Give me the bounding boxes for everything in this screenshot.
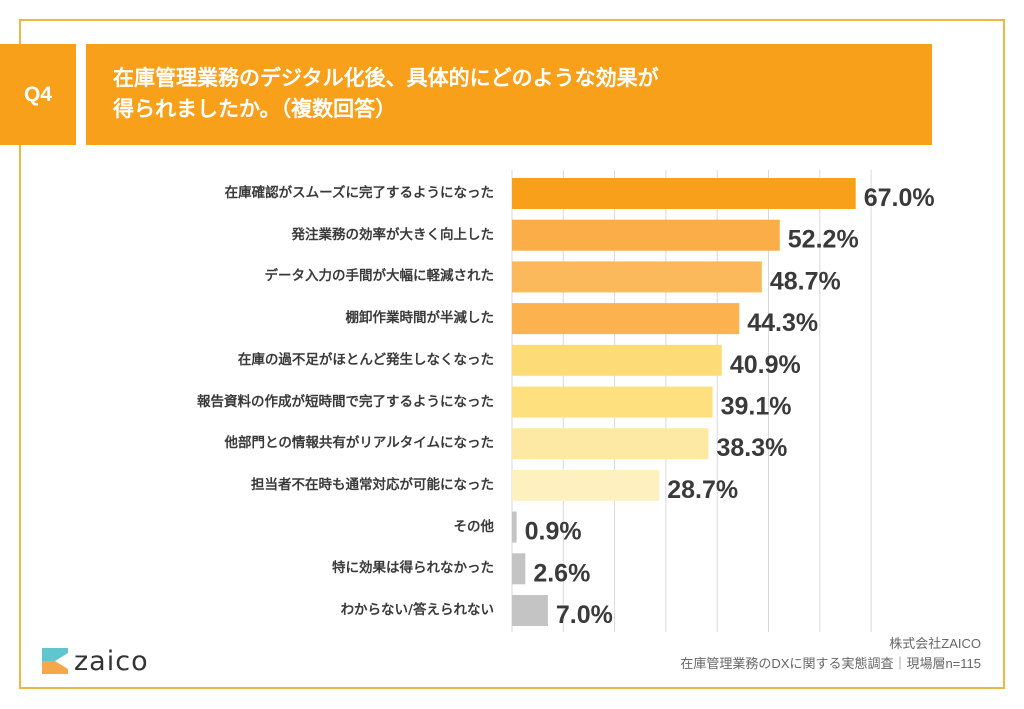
value-label: 40.9%	[730, 351, 801, 379]
value-label: 44.3%	[747, 309, 818, 337]
bar	[512, 344, 722, 376]
value-label: 2.6%	[533, 559, 590, 587]
zaico-logo-text: zaico	[74, 645, 149, 677]
bar	[512, 595, 548, 626]
value-label: 48.7%	[770, 267, 841, 295]
value-label: 0.9%	[525, 518, 582, 546]
category-label: 報告資料の作成が短時間で完了するようになった	[197, 393, 494, 410]
category-label: 担当者不在時も通常対応が可能になった	[251, 476, 494, 493]
category-label: わからない/答えられない	[340, 602, 494, 618]
bar	[512, 178, 856, 209]
zaico-logo: zaico	[42, 645, 149, 677]
category-label: 他部門との情報共有がリアルタイムになった	[224, 435, 494, 452]
bar	[512, 428, 709, 460]
question-title-line-1: 在庫管理業務のデジタル化後、具体的にどのような効果が	[113, 66, 659, 90]
bar	[512, 303, 740, 335]
category-label: その他	[453, 518, 495, 535]
bar	[512, 386, 713, 418]
bar	[512, 261, 762, 293]
category-label: 在庫の過不足がほとんど発生しなくなった	[237, 351, 494, 368]
value-labels: 67.0%52.2% 48.7% 44.3% 40.9% 39.1% 38.3% 28.7%…	[525, 184, 935, 629]
question-number: Q4	[23, 82, 52, 106]
zaico-logo-icon	[42, 648, 68, 674]
question-number-badge: Q4	[0, 44, 76, 145]
question-title-line-2: 得られましたか。（複数回答）	[113, 97, 397, 121]
bar	[512, 219, 780, 251]
value-label: 38.3%	[716, 434, 787, 462]
category-label: 棚卸作業時間が半減した	[345, 310, 495, 327]
question-title: 在庫管理業務のデジタル化後、具体的にどのような効果が 得られましたか。（複数回答…	[86, 44, 932, 145]
company-credit: 株式会社ZAICO	[889, 636, 981, 651]
value-label: 7.0%	[556, 601, 613, 629]
bar	[512, 553, 526, 585]
value-label: 28.7%	[667, 476, 738, 504]
bars	[512, 178, 856, 626]
survey-source: 在庫管理業務のDXに関する実態調査｜現場層n=115	[680, 656, 981, 671]
value-label: 67.0%	[864, 184, 935, 212]
category-label: データ入力の手間が大幅に軽減された	[264, 268, 495, 285]
category-label: 在庫確認がスムーズに完了するようになった	[224, 185, 494, 201]
category-label: 特に効果は得られなかった	[332, 560, 494, 577]
chart-frame	[19, 19, 1005, 689]
value-label: 52.2%	[788, 226, 859, 254]
bar	[512, 511, 517, 543]
value-label: 39.1%	[721, 393, 792, 421]
bar	[512, 469, 660, 501]
category-label: 発注業務の効率が大きく向上した	[291, 226, 495, 243]
